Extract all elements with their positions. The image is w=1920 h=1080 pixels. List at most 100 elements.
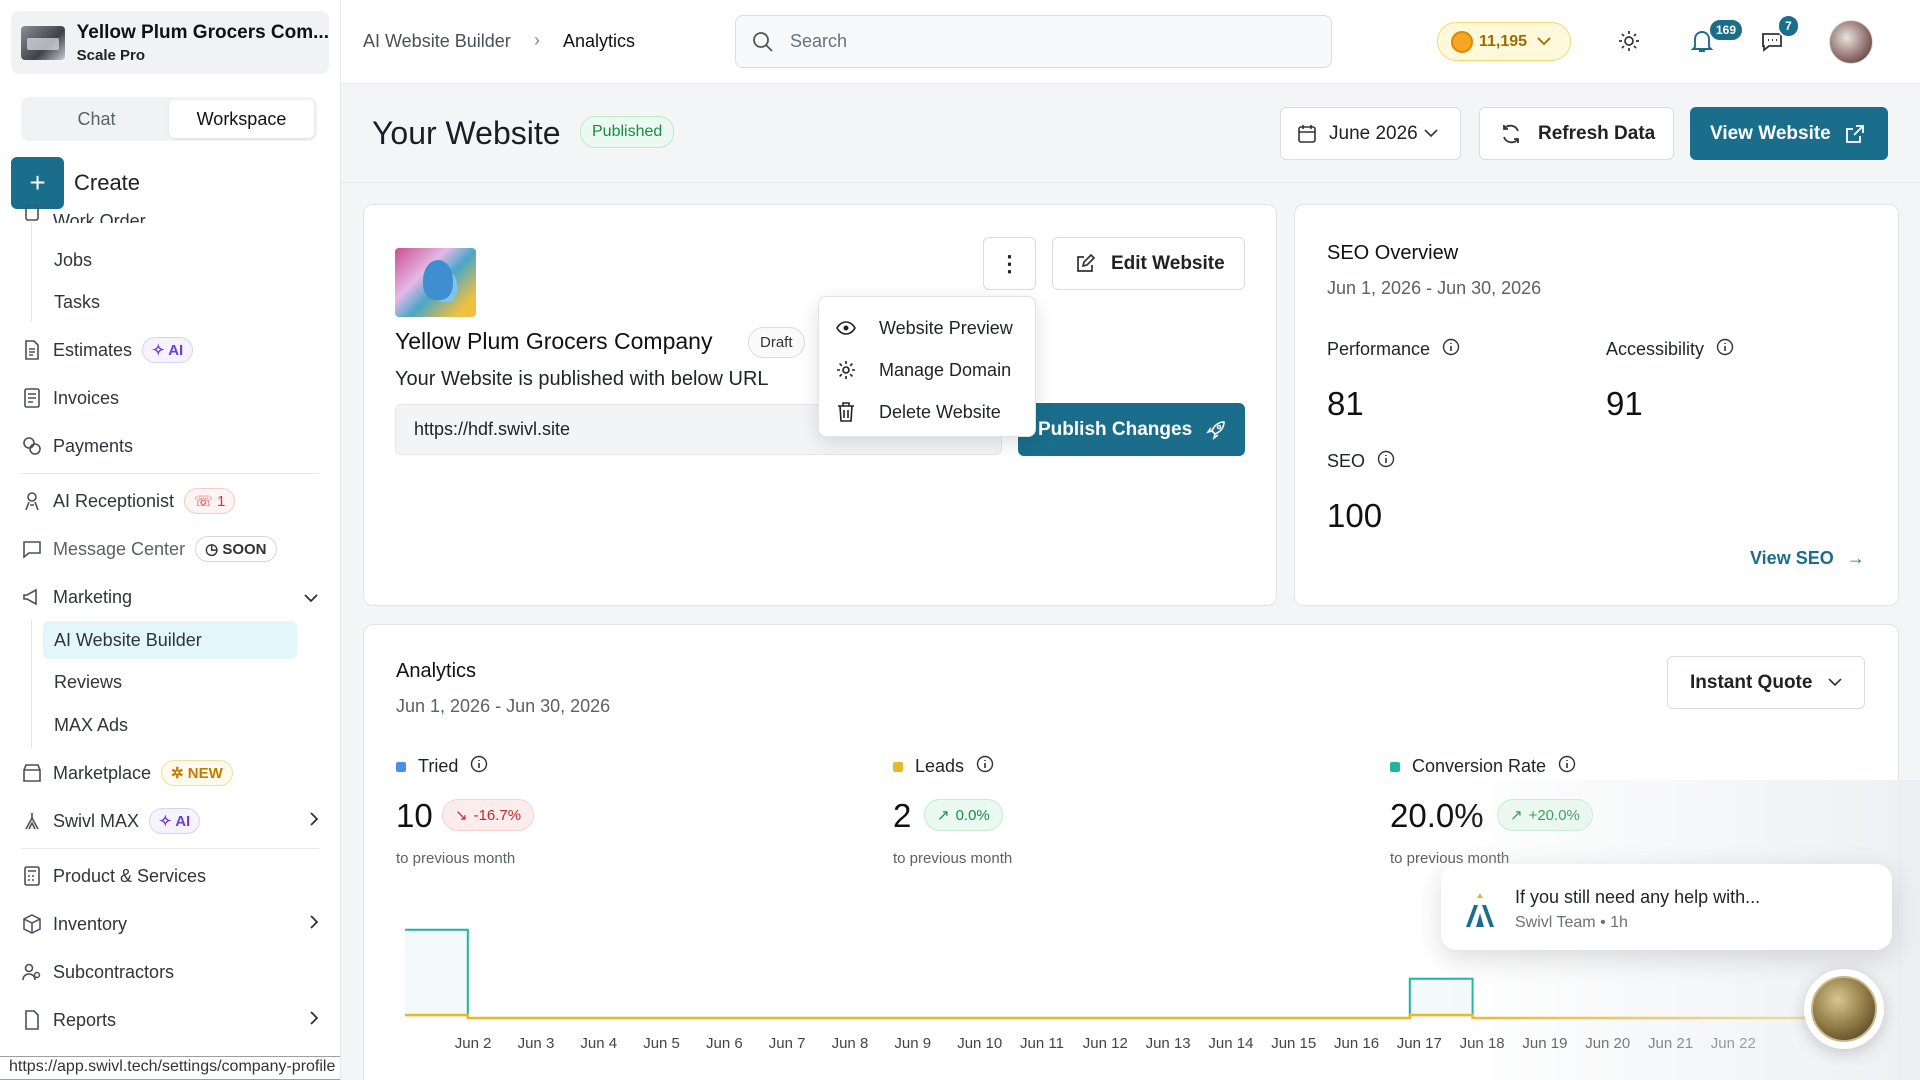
sidebar-item-tasks[interactable]: Tasks	[54, 291, 101, 312]
menu-item-delete-website[interactable]: Delete Website	[819, 391, 1035, 433]
view-seo-link[interactable]: View SEO →	[1750, 548, 1865, 569]
sidebar-item-message-center[interactable]: Message Center ◷ SOON	[21, 532, 277, 566]
x-tick-label: Jun 20	[1585, 1035, 1631, 1052]
menu-item-label: Delete Website	[879, 401, 1001, 422]
chevron-right-icon	[309, 914, 319, 935]
megaphone-icon	[21, 586, 43, 608]
refresh-data-button[interactable]: Refresh Data	[1479, 107, 1674, 160]
info-icon[interactable]	[1716, 338, 1734, 361]
stat-delta-conversion: ↗ +20.0%	[1497, 799, 1593, 831]
x-tick-label: Jun 19	[1522, 1035, 1568, 1052]
sidebar-item-marketplace[interactable]: Marketplace ✲ NEW	[21, 756, 233, 790]
delta-value: +20.0%	[1528, 806, 1580, 824]
create-label[interactable]: Create	[74, 170, 141, 195]
menu-item-manage-domain[interactable]: Manage Domain	[819, 349, 1035, 391]
info-icon[interactable]	[1558, 755, 1576, 778]
breadcrumb-ai-website-builder[interactable]: AI Website Builder	[363, 31, 511, 51]
x-tick-label: Jun 11	[1020, 1035, 1064, 1052]
publish-label: Publish Changes	[1038, 418, 1193, 440]
sidebar-item-marketing[interactable]: Marketing	[21, 580, 319, 614]
sidebar-item-label: Invoices	[53, 387, 120, 408]
edit-website-button[interactable]: Edit Website	[1052, 237, 1245, 290]
sidebar-item-product-services[interactable]: Product & Services	[21, 859, 206, 893]
x-tick-label: Jun 13	[1145, 1035, 1191, 1052]
chat-launcher-button[interactable]	[1804, 969, 1884, 1049]
theme-toggle-sun-icon[interactable]	[1613, 25, 1645, 57]
legend-swatch	[893, 761, 903, 772]
x-tick-label: Jun 17	[1396, 1035, 1442, 1052]
chevron-right-icon	[309, 1010, 319, 1031]
data-point-leads	[1409, 1015, 1473, 1018]
sidebar-item-label: Message Center	[53, 538, 186, 559]
document-icon	[21, 339, 43, 361]
sidebar-item-label: Marketing	[53, 586, 133, 607]
sidebar-item-payments[interactable]: Payments	[21, 429, 133, 463]
sidebar-item-work-order[interactable]: Work Order	[21, 205, 146, 223]
sidebar-item-label: AI Receptionist	[53, 490, 175, 511]
view-label: View Website	[1710, 122, 1831, 144]
sparkle-icon: ✧	[152, 342, 169, 359]
publish-changes-button[interactable]: Publish Changes	[1018, 403, 1245, 456]
instant-quote-dropdown[interactable]: Instant Quote	[1667, 656, 1865, 709]
create-button[interactable]: +	[11, 157, 64, 209]
sparkle-icon: ✲	[171, 765, 188, 782]
more-options-button[interactable]: ⋮	[983, 237, 1036, 290]
date-label: June 2026	[1329, 122, 1418, 144]
tab-chat[interactable]: Chat	[77, 108, 116, 129]
metric-label-text: Accessibility	[1606, 339, 1705, 359]
menu-item-website-preview[interactable]: Website Preview	[819, 307, 1035, 349]
sidebar: Yellow Plum Grocers Com... Scale Pro Cha…	[0, 0, 341, 1080]
sidebar-item-inventory[interactable]: Inventory	[21, 907, 319, 941]
info-icon[interactable]	[1377, 450, 1395, 473]
org-switcher[interactable]: Yellow Plum Grocers Com... Scale Pro	[11, 11, 329, 74]
divider	[21, 473, 319, 474]
x-tick-label: Jun 18	[1459, 1035, 1505, 1052]
divider	[21, 848, 319, 849]
plus-icon: +	[29, 167, 46, 198]
search-input[interactable]: Search	[735, 15, 1332, 68]
x-tick-label: Jun 22	[1710, 1035, 1756, 1052]
chevron-down-icon	[1537, 33, 1551, 51]
info-icon[interactable]	[470, 755, 488, 778]
x-tick-label: Jun 15	[1271, 1035, 1317, 1052]
invoice-icon	[21, 387, 43, 409]
menu-item-label: Website Preview	[879, 317, 1013, 338]
kebab-icon: ⋮	[998, 250, 1021, 276]
sidebar-item-invoices[interactable]: Invoices	[21, 381, 119, 415]
x-tick-label: Jun 8	[831, 1035, 869, 1052]
sidebar-item-ai-receptionist[interactable]: AI Receptionist ☏ 1	[21, 484, 236, 518]
tab-workspace[interactable]: Workspace	[169, 100, 314, 138]
chat-bubble-icon	[21, 538, 43, 560]
view-website-button[interactable]: View Website	[1690, 107, 1888, 160]
credits-value: 11,195	[1479, 32, 1528, 50]
info-icon[interactable]	[1442, 338, 1460, 361]
info-icon[interactable]	[976, 755, 994, 778]
messages-icon[interactable]	[1756, 25, 1788, 57]
eye-icon	[836, 318, 856, 338]
notifications-count-badge: 169	[1708, 18, 1745, 42]
stat-value-leads: 2	[893, 797, 912, 834]
sidebar-item-reviews[interactable]: Reviews	[54, 671, 123, 692]
help-toast[interactable]: If you still need any help with... Swivl…	[1441, 864, 1892, 950]
credits-button[interactable]: 11,195	[1437, 22, 1571, 61]
metric-label-text: SEO	[1327, 451, 1366, 471]
publish-description: Your Website is published with below URL	[395, 368, 769, 390]
ai-badge: ✧ AI	[149, 808, 201, 834]
x-tick-label: Jun 2	[454, 1035, 492, 1052]
legend-swatch	[396, 761, 406, 772]
bell-icon[interactable]	[1686, 25, 1718, 57]
avatar[interactable]	[1829, 20, 1873, 64]
sidebar-item-reports[interactable]: Reports	[21, 1003, 319, 1037]
sidebar-item-ai-website-builder[interactable]: AI Website Builder	[54, 629, 202, 650]
sidebar-item-max-ads[interactable]: MAX Ads	[54, 714, 129, 735]
sidebar-item-subcontractors[interactable]: Subcontractors	[21, 955, 174, 989]
x-tick-label: Jun 12	[1082, 1035, 1128, 1052]
swivl-icon	[21, 810, 43, 832]
sidebar-item-label: Payments	[53, 435, 134, 456]
accessibility-label: Accessibility	[1606, 338, 1734, 361]
sidebar-item-estimates[interactable]: Estimates ✧ AI	[21, 333, 194, 367]
sidebar-item-swivl-max[interactable]: Swivl MAX ✧ AI	[21, 804, 319, 838]
sidebar-item-jobs[interactable]: Jobs	[54, 249, 93, 270]
search-placeholder: Search	[790, 31, 848, 51]
date-picker-button[interactable]: June 2026	[1280, 107, 1461, 160]
